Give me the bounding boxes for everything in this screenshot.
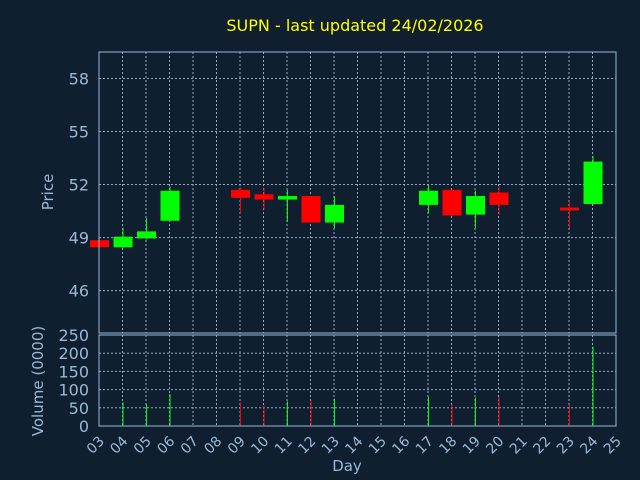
candle-body: [301, 196, 321, 223]
volume-tick-label: 250: [58, 326, 89, 345]
x-tick-label: 23: [554, 434, 578, 458]
volume-axis-label: Volume (0000): [29, 326, 47, 436]
x-tick-label: 05: [131, 434, 155, 458]
x-tick-label: 19: [460, 434, 484, 458]
x-tick-label: 24: [577, 433, 601, 457]
volume-tick-label: 200: [58, 344, 89, 363]
price-frame: [98, 51, 617, 334]
x-tick-label: 12: [295, 434, 319, 458]
x-tick-label: 13: [319, 434, 343, 458]
chart-title: SUPN - last updated 24/02/2026: [226, 16, 483, 35]
volume-tick-label: 0: [79, 417, 89, 436]
x-tick-label: 18: [436, 434, 460, 458]
price-panel: 46 49 52 55 58: [69, 51, 617, 334]
x-tick-label: 22: [530, 434, 554, 458]
x-tick-label: 06: [154, 433, 178, 457]
x-tick-label: 04: [107, 433, 131, 457]
x-tick-label: 25: [601, 434, 625, 458]
x-tick-label: 09: [225, 434, 249, 458]
x-tick-label: 15: [366, 434, 390, 458]
candle-body: [560, 207, 579, 211]
volume-tick-label: 100: [58, 381, 89, 400]
candle-body: [489, 192, 509, 205]
candle-body: [278, 196, 297, 200]
x-tick-label: 10: [248, 434, 272, 458]
candle-body: [442, 189, 462, 216]
volume-tick-label: 150: [58, 362, 89, 381]
candle-body: [160, 190, 180, 221]
candle-body: [325, 204, 344, 223]
price-tick-label: 46: [69, 282, 89, 301]
candle-body: [137, 231, 156, 239]
volume-tick-label: 50: [69, 399, 89, 418]
x-tick-label: 08: [201, 434, 225, 458]
candle-body: [113, 236, 133, 248]
x-tick-label: 16: [389, 433, 413, 457]
candle-body: [254, 194, 274, 200]
x-tick-label: 14: [342, 433, 366, 457]
x-axis-label: Day: [332, 457, 362, 475]
price-axis-label: Price: [39, 174, 57, 211]
x-axis: 03 04 05 06 07 08 09 10 11 12 13 14 15 16 17 18 19 20 21 22…: [84, 433, 625, 457]
price-tick-label: 52: [69, 176, 89, 195]
x-tick-label: 20: [483, 434, 507, 458]
price-tick-label: 49: [69, 229, 89, 248]
x-tick-label: 11: [272, 434, 296, 458]
x-tick-label: 07: [178, 434, 202, 458]
candle-body: [419, 190, 438, 205]
x-tick-label: 21: [507, 434, 531, 458]
price-tick-label: 55: [69, 123, 89, 142]
candle-body: [583, 161, 603, 204]
candle-body: [466, 196, 485, 215]
candle-body: [231, 189, 250, 198]
x-tick-label: 03: [84, 434, 108, 458]
x-tick-label: 17: [413, 434, 437, 458]
volume-frame: [98, 334, 617, 427]
price-tick-label: 58: [69, 70, 89, 89]
